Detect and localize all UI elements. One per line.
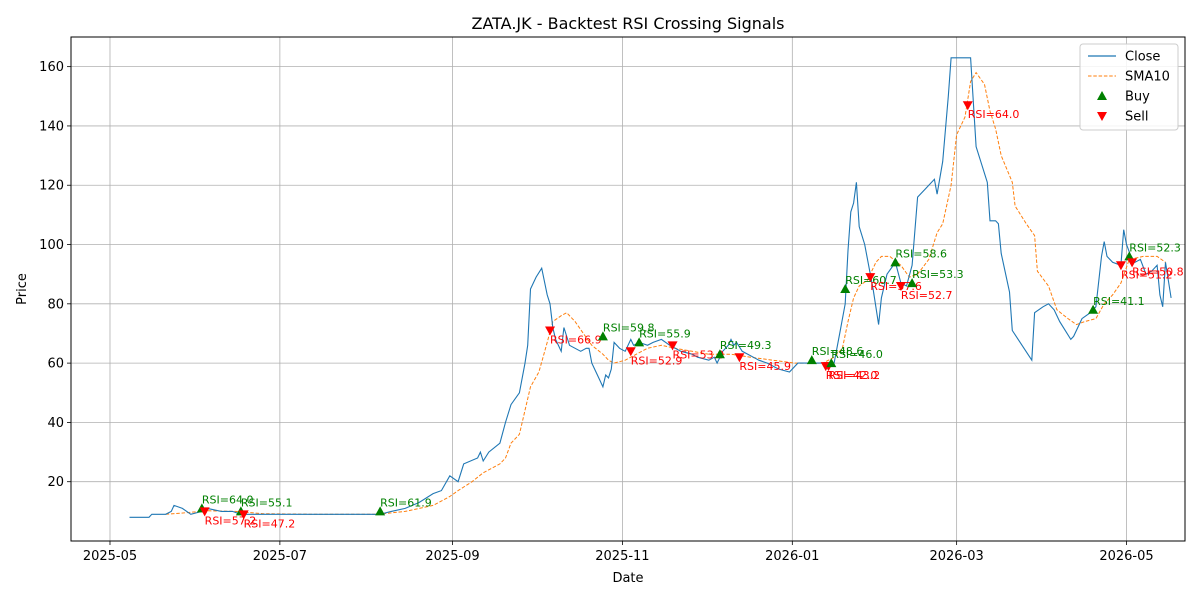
sell-marker [1115, 261, 1126, 271]
buy-marker [714, 349, 725, 359]
buy-rsi-label: RSI=55.9 [639, 327, 691, 340]
buy-marker [1088, 304, 1099, 314]
buy-rsi-label: RSI=53.3 [912, 268, 964, 281]
x-tick-label: 2026-01 [765, 549, 819, 564]
buy-rsi-label: RSI=46.0 [831, 348, 883, 361]
y-axis-ticks: 20 40 60 80 100 120 140 160 [39, 60, 71, 490]
legend: Close SMA10 Buy Sell [1079, 43, 1179, 131]
x-axis-ticks: 2025-05 2025-07 2025-09 2025-11 2026-01 2026-… [83, 541, 1154, 564]
buy-rsi-label: RSI=61.9 [380, 496, 432, 509]
buy-rsi-label: RSI=55.1 [241, 496, 293, 509]
sell-marker [667, 341, 678, 351]
sell-rsi-label: RSI=66.9 [550, 334, 602, 347]
chart-title: ZATA.JK - Backtest RSI Crossing Signals [471, 14, 784, 33]
y-tick-label: 40 [47, 416, 64, 431]
legend-swatch-sell [1097, 112, 1107, 121]
buy-marker [597, 331, 608, 341]
sell-marker [734, 353, 745, 363]
sell-rsi-label: RSI=52.9 [631, 354, 683, 367]
buy-rsi-label: RSI=41.1 [1093, 295, 1145, 308]
buy-rsi-label: RSI=52.3 [1129, 241, 1181, 254]
sell-rsi-label: RSI=52.7 [901, 289, 953, 302]
y-tick-label: 160 [39, 60, 64, 75]
buy-rsi-label: RSI=59.8 [603, 321, 655, 334]
buy-rsi-label: RSI=49.3 [720, 339, 772, 352]
sma10-line [165, 71, 1166, 515]
buy-marker [890, 257, 901, 267]
sell-rsi-label: RSI=43.2 [829, 369, 881, 382]
sell-marker [238, 510, 249, 520]
y-tick-label: 100 [39, 238, 64, 253]
x-tick-label: 2026-03 [929, 549, 983, 564]
buy-marker [907, 278, 918, 288]
legend-swatch-buy [1097, 91, 1107, 100]
close-line [129, 57, 1172, 518]
grid [71, 37, 1185, 541]
sell-marker [625, 347, 636, 357]
y-tick-label: 60 [47, 357, 64, 372]
x-tick-label: 2026-05 [1099, 549, 1153, 564]
y-tick-label: 20 [47, 475, 64, 490]
legend-label-sma: SMA10 [1125, 70, 1170, 85]
y-tick-label: 140 [39, 119, 64, 134]
buy-marker [1124, 251, 1135, 261]
sell-rsi-label: RSI=47.2 [244, 517, 296, 530]
sell-rsi-label: RSI=45.9 [739, 360, 791, 373]
plot-frame [70, 36, 1186, 542]
buy-marker [375, 506, 386, 516]
buy-rsi-label: RSI=48.6 [812, 345, 864, 358]
close-series [129, 57, 1172, 518]
legend-label-close: Close [1125, 50, 1160, 65]
sell-rsi-label: RSI=42.0 [826, 369, 878, 382]
signal-markers: RSI=64.0RSI=57.2RSI=55.1RSI=47.2RSI=61.9… [196, 101, 1184, 530]
sell-rsi-label: RSI=50.8 [1132, 265, 1184, 278]
y-axis-label: Price [15, 273, 30, 305]
sma10-series [165, 71, 1166, 515]
y-tick-label: 80 [47, 297, 64, 312]
legend-box [1079, 43, 1179, 131]
sell-rsi-label: RSI=64.0 [968, 108, 1020, 121]
buy-marker [840, 284, 851, 293]
sell-marker [865, 273, 876, 283]
sell-rsi-label: RSI=53.0 [673, 348, 725, 361]
y-tick-label: 120 [39, 179, 64, 194]
sell-marker [962, 101, 973, 111]
sell-marker [199, 507, 210, 517]
x-tick-label: 2025-11 [595, 549, 649, 564]
sell-rsi-label: RSI=57.6 [870, 280, 922, 293]
x-axis-label: Date [612, 571, 643, 586]
buy-rsi-label: RSI=58.6 [895, 247, 947, 260]
legend-label-sell: Sell [1125, 110, 1148, 125]
sell-marker [1127, 258, 1138, 268]
buy-marker [826, 358, 837, 368]
x-tick-label: 2025-09 [425, 549, 479, 564]
sell-marker [545, 326, 556, 336]
x-tick-label: 2025-05 [83, 549, 137, 564]
buy-marker [634, 337, 645, 347]
legend-label-buy: Buy [1125, 90, 1150, 105]
x-tick-label: 2025-07 [253, 549, 307, 564]
sell-rsi-label: RSI=51.2 [1121, 268, 1173, 281]
sell-marker [895, 282, 906, 292]
buy-marker [806, 355, 817, 365]
buy-rsi-label: RSI=64.0 [202, 493, 254, 506]
